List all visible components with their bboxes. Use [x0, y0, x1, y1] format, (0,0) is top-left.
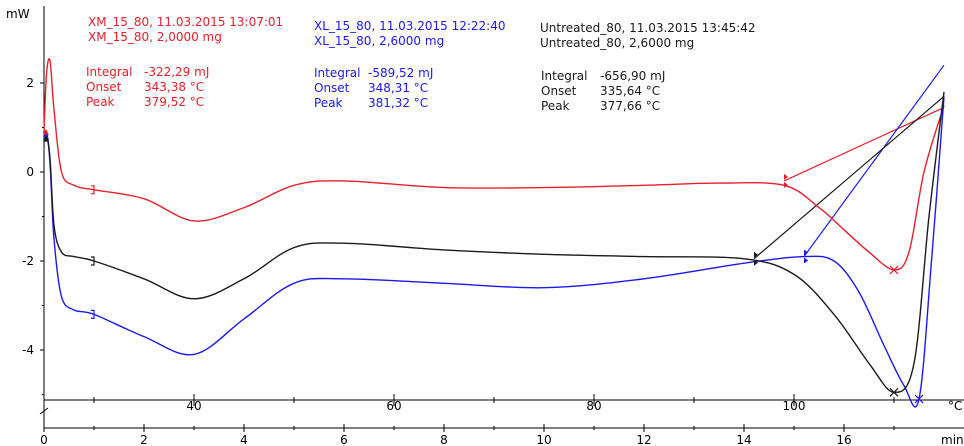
time-axis-label: min — [941, 433, 964, 446]
series-line — [43, 91, 945, 394]
time-tick-label: 12 — [636, 433, 651, 446]
y-axis-label: mW — [6, 7, 30, 21]
limit-marker — [91, 256, 95, 266]
axes: mW min °C — [6, 6, 964, 446]
result-label: Onset — [86, 80, 122, 94]
peak-marker — [914, 394, 924, 404]
series-line — [43, 96, 945, 408]
result-value: -589,52 mJ — [368, 66, 433, 80]
time-tick-label: 6 — [340, 433, 348, 446]
time-tick-label: 2 — [140, 433, 148, 446]
start-marker — [43, 128, 49, 135]
time-tick-label: 0 — [40, 433, 48, 446]
result-value: 379,52 °C — [144, 95, 204, 109]
time-tick-label: 10 — [536, 433, 551, 446]
sample-header-line: XL_15_80, 11.03.2015 12:22:40 — [314, 19, 506, 33]
result-value: 381,32 °C — [368, 96, 428, 110]
onset-marker — [754, 251, 758, 266]
series-curves — [43, 57, 945, 408]
result-value: 348,31 °C — [368, 81, 428, 95]
start-marker — [43, 135, 49, 142]
result-value: -322,29 mJ — [144, 65, 209, 79]
result-label: Peak — [86, 95, 115, 109]
markers — [43, 128, 924, 404]
baseline-line — [783, 106, 945, 182]
sample-header-line: XM_15_80, 2,0000 mg — [88, 30, 222, 44]
baseline-line — [803, 64, 945, 257]
time-tick-label: 14 — [736, 433, 751, 446]
y-tick-label: -2 — [22, 254, 34, 268]
result-label: Integral — [86, 65, 132, 79]
temperature-tick-label: 40 — [186, 399, 201, 413]
result-label: Integral — [541, 69, 587, 83]
sample-header-line: Untreated_80, 2,6000 mg — [540, 36, 694, 50]
time-tick-label: 16 — [836, 433, 851, 446]
peak-marker — [889, 265, 899, 275]
time-tick-label: 8 — [440, 433, 448, 446]
result-value: 335,64 °C — [600, 84, 660, 98]
result-label: Onset — [541, 84, 577, 98]
ticks: 20-2-40246810121416406080100120140160180… — [22, 76, 895, 446]
result-value: -656,90 mJ — [600, 69, 665, 83]
sample-header-line: Untreated_80, 11.03.2015 13:45:42 — [540, 21, 756, 35]
baselines — [753, 64, 945, 260]
result-label: Onset — [314, 81, 350, 95]
temperature-tick-label: 60 — [386, 399, 401, 413]
result-label: Peak — [314, 96, 343, 110]
peak-marker — [889, 387, 899, 397]
result-value: 343,38 °C — [144, 80, 204, 94]
temperature-axis-label: °C — [948, 399, 962, 413]
temperature-tick-label: 100 — [783, 399, 806, 413]
onset-marker — [804, 249, 808, 264]
y-tick-label: -4 — [22, 343, 34, 357]
time-tick-label: 4 — [240, 433, 248, 446]
y-tick-label: 0 — [26, 165, 34, 179]
limit-marker — [91, 309, 95, 319]
result-label: Peak — [541, 99, 570, 113]
baseline-line — [753, 95, 945, 260]
limit-marker — [91, 185, 95, 195]
result-value: 377,66 °C — [600, 99, 660, 113]
y-tick-label: 2 — [26, 76, 34, 90]
series-line — [43, 57, 945, 271]
sample-header-line: XM_15_80, 11.03.2015 13:07:01 — [88, 15, 283, 29]
onset-marker — [784, 173, 788, 188]
temperature-tick-label: 80 — [586, 399, 601, 413]
sample-header-line: XL_15_80, 2,6000 mg — [314, 34, 444, 48]
axis-break-mark — [39, 407, 49, 415]
result-label: Integral — [314, 66, 360, 80]
